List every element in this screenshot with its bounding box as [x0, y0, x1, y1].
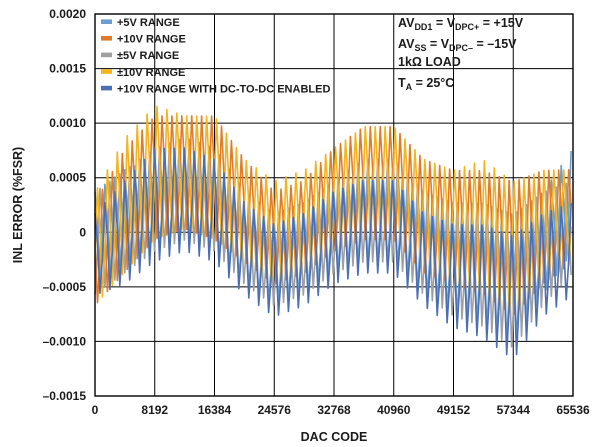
x-tick-label: 49152: [437, 403, 471, 417]
x-tick-label: 24576: [258, 403, 292, 417]
condition-text: AV: [398, 16, 415, 30]
legend-swatch: [101, 19, 112, 24]
y-tick-label: 0.0005: [49, 171, 86, 185]
x-tick-labels: 0 8192 16384 24576 32768 40960 49152 57344 65536: [92, 403, 590, 417]
y-tick-label: 0.0010: [49, 116, 86, 130]
series-line: [94, 138, 572, 348]
y-tick-labels: –0.0015 –0.0010 –0.0005 0 0.0005 0.0010 0.0015…: [43, 7, 87, 403]
x-tick-label: 8192: [141, 403, 168, 417]
condition-text: SS: [414, 43, 426, 53]
y-tick-label: –0.0010: [43, 334, 87, 348]
x-axis-title: DAC CODE: [301, 430, 368, 444]
legend-swatch: [101, 69, 112, 74]
y-tick-label: 0.0015: [49, 62, 86, 76]
condition-line: TA = 25°C: [398, 76, 454, 92]
condition-text: DD1: [414, 22, 432, 32]
condition-line: AVSS = VDPC– = –15V: [398, 37, 517, 53]
y-tick-label: 0: [79, 225, 86, 239]
y-axis-title: INL ERROR (%FSR): [11, 147, 25, 263]
legend: +5V RANGE +10V RANGE ±5V RANGE ±10V RANGE +1…: [101, 17, 330, 95]
legend-label: ±5V RANGE: [117, 50, 179, 62]
legend-swatch: [101, 36, 112, 41]
condition-text: T: [398, 76, 406, 90]
x-tick-label: 40960: [377, 403, 411, 417]
condition-text: = –15V: [473, 37, 517, 51]
legend-label: +10V RANGE WITH DC-TO-DC ENABLED: [117, 83, 330, 95]
legend-swatch: [101, 52, 112, 58]
condition-line: AVDD1 = VDPC+ = +15V: [398, 16, 524, 32]
condition-text: = +15V: [479, 16, 523, 30]
y-tick-label: –0.0015: [43, 389, 87, 403]
y-tick-label: 0.0020: [49, 7, 86, 21]
condition-text: A: [406, 82, 413, 92]
x-tick-label: 16384: [198, 403, 232, 417]
condition-line: 1kΩ LOAD: [398, 55, 461, 69]
x-tick-label: 57344: [497, 403, 531, 417]
legend-label: ±10V RANGE: [117, 67, 185, 79]
condition-text: DPC+: [455, 22, 479, 32]
condition-text: = V: [426, 37, 449, 51]
condition-text: AV: [398, 37, 415, 51]
condition-text: = 25°C: [412, 76, 454, 90]
legend-label: +5V RANGE: [117, 17, 180, 29]
series-layer: [94, 105, 572, 356]
legend-swatch: [101, 85, 112, 91]
condition-text: = V: [432, 16, 455, 30]
y-tick-label: –0.0005: [43, 280, 87, 294]
x-tick-label: 0: [92, 403, 99, 417]
x-tick-label: 65536: [556, 403, 590, 417]
series-line: [94, 147, 572, 356]
condition-text: DPC–: [449, 43, 473, 53]
x-tick-label: 32768: [317, 403, 351, 417]
plot-frame: [94, 13, 574, 397]
condition-text: 1kΩ LOAD: [398, 55, 461, 69]
legend-label: +10V RANGE: [117, 34, 186, 46]
